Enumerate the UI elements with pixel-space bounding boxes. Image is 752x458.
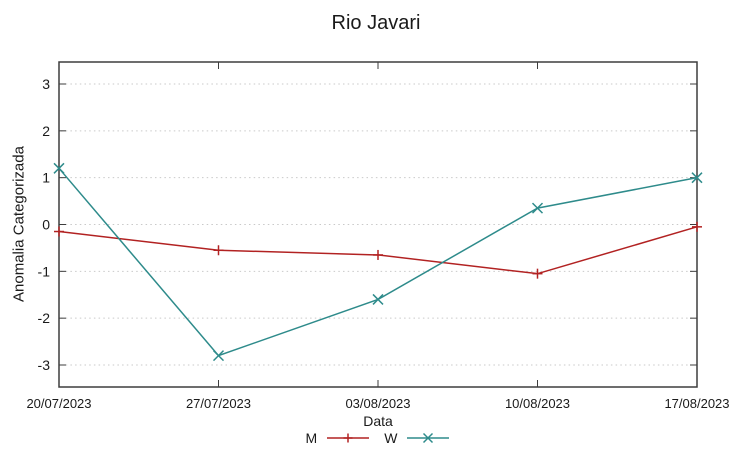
series-marker-cross-icon xyxy=(53,162,65,174)
series-marker-cross-icon xyxy=(531,202,544,214)
plot-frame xyxy=(58,61,698,388)
y-tick-label: -3 xyxy=(38,357,51,373)
series-marker-cross-icon xyxy=(691,172,703,184)
x-tick-label: 27/07/2023 xyxy=(186,396,251,411)
legend-label: M xyxy=(305,430,318,446)
legend-sample-cross-icon xyxy=(407,432,450,444)
series-marker-cross-icon xyxy=(212,350,225,362)
series-marker-cross-icon xyxy=(372,293,384,305)
y-tick-label: 2 xyxy=(42,123,50,139)
x-tick-label: 17/08/2023 xyxy=(664,396,729,411)
y-tick-label: -2 xyxy=(38,310,51,326)
x-tick-label: 03/08/2023 xyxy=(345,396,410,411)
series-line-w xyxy=(58,167,698,357)
y-tick-label: 0 xyxy=(42,217,50,233)
legend-label: W xyxy=(384,430,398,446)
x-tick-label: 10/08/2023 xyxy=(505,396,570,411)
x-tick-label: 20/07/2023 xyxy=(26,396,91,411)
chart-title: Rio Javari xyxy=(331,12,421,34)
x-axis-label: Data xyxy=(363,413,393,429)
y-tick-label: -1 xyxy=(38,263,51,279)
y-tick-label: 1 xyxy=(42,170,50,186)
y-tick-label: 3 xyxy=(42,76,50,92)
legend-item-m: M xyxy=(306,430,371,446)
legend-item-w: W xyxy=(384,430,450,446)
legend-sample-plus-icon xyxy=(327,433,370,443)
